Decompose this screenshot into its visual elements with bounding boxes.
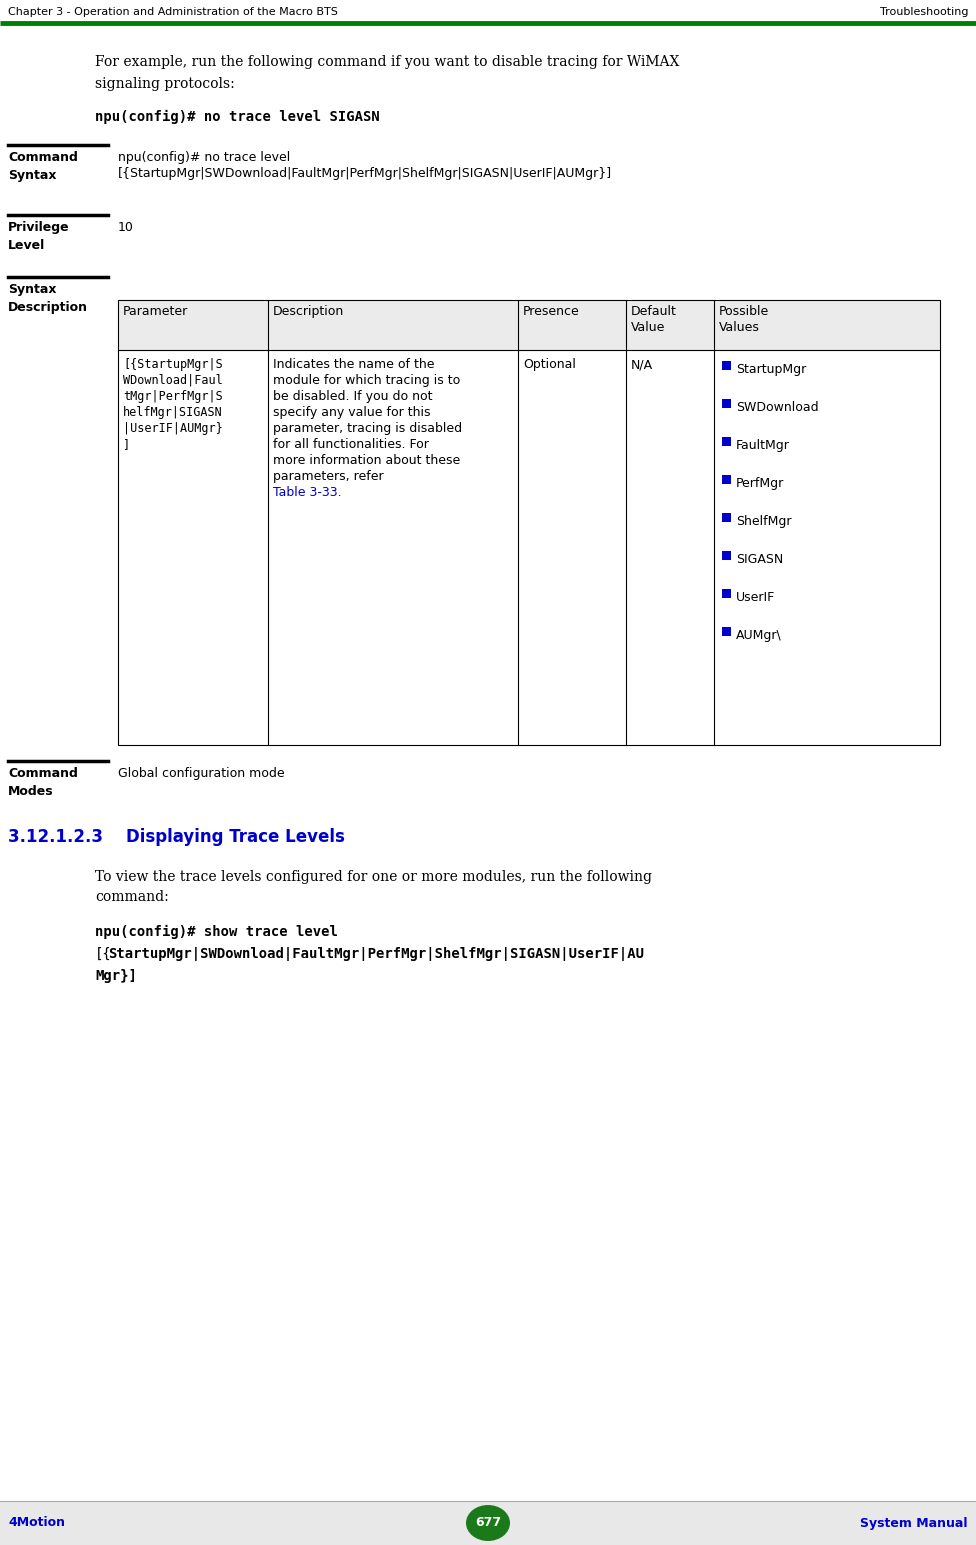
Text: FaultMgr: FaultMgr — [736, 439, 790, 453]
Text: Command
Modes: Command Modes — [8, 766, 78, 799]
Text: command:: command: — [95, 890, 169, 904]
Text: Mgr}]: Mgr}] — [95, 969, 137, 983]
Text: SIGASN: SIGASN — [736, 553, 784, 565]
Text: signaling protocols:: signaling protocols: — [95, 77, 235, 91]
Bar — [722, 362, 731, 369]
Text: for all functionalities. For: for all functionalities. For — [273, 437, 428, 451]
Text: module for which tracing is to: module for which tracing is to — [273, 374, 461, 386]
Text: [{StartupMgr|S: [{StartupMgr|S — [123, 358, 223, 371]
Bar — [722, 474, 731, 484]
Text: PerfMgr: PerfMgr — [736, 477, 785, 490]
Text: ]: ] — [123, 437, 130, 451]
Text: StartupMgr|SWDownload|FaultMgr|PerfMgr|ShelfMgr|SIGASN|UserIF|AU: StartupMgr|SWDownload|FaultMgr|PerfMgr|S… — [108, 947, 644, 961]
Text: Presence: Presence — [523, 304, 580, 318]
Text: |UserIF|AUMgr}: |UserIF|AUMgr} — [123, 422, 223, 436]
Text: helfMgr|SIGASN: helfMgr|SIGASN — [123, 406, 223, 419]
Text: tMgr|PerfMgr|S: tMgr|PerfMgr|S — [123, 389, 223, 403]
Text: 10: 10 — [118, 221, 134, 233]
Text: Indicates the name of the: Indicates the name of the — [273, 358, 434, 371]
Text: StartupMgr: StartupMgr — [736, 363, 806, 375]
Text: Parameter: Parameter — [123, 304, 188, 318]
Text: SWDownload: SWDownload — [736, 402, 819, 414]
Bar — [118, 300, 940, 351]
Bar — [722, 589, 731, 598]
Text: Troubleshooting: Troubleshooting — [879, 8, 968, 17]
Text: specify any value for this: specify any value for this — [273, 406, 430, 419]
Text: To view the trace levels configured for one or more modules, run the following: To view the trace levels configured for … — [95, 870, 652, 884]
Ellipse shape — [466, 1505, 510, 1540]
Text: npu(config)# show trace level: npu(config)# show trace level — [95, 925, 338, 939]
Text: UserIF: UserIF — [736, 592, 775, 604]
Text: ShelfMgr: ShelfMgr — [736, 514, 792, 528]
Text: npu(config)# no trace level SIGASN: npu(config)# no trace level SIGASN — [95, 110, 380, 124]
Text: N/A: N/A — [631, 358, 653, 371]
Text: Global configuration mode: Global configuration mode — [118, 766, 285, 780]
Text: more information about these: more information about these — [273, 454, 461, 467]
Text: [{StartupMgr|SWDownload|FaultMgr|PerfMgr|ShelfMgr|SIGASN|UserIF|AUMgr}]: [{StartupMgr|SWDownload|FaultMgr|PerfMgr… — [118, 167, 612, 181]
Text: Optional: Optional — [523, 358, 576, 371]
Bar — [722, 399, 731, 408]
Text: 3.12.1.2.3    Displaying Trace Levels: 3.12.1.2.3 Displaying Trace Levels — [8, 828, 345, 847]
Text: AUMgr\: AUMgr\ — [736, 629, 782, 643]
Text: Possible
Values: Possible Values — [719, 304, 769, 334]
Text: be disabled. If you do not: be disabled. If you do not — [273, 389, 432, 403]
Bar — [0, 1502, 976, 1545]
Bar — [722, 437, 731, 447]
Text: Command
Syntax: Command Syntax — [8, 151, 78, 182]
Text: For example, run the following command if you want to disable tracing for WiMAX: For example, run the following command i… — [95, 56, 679, 70]
Text: Chapter 3 - Operation and Administration of the Macro BTS: Chapter 3 - Operation and Administration… — [8, 8, 338, 17]
Text: [{: [{ — [95, 947, 111, 961]
Text: Privilege
Level: Privilege Level — [8, 221, 69, 252]
Bar — [722, 627, 731, 637]
Text: 4Motion: 4Motion — [8, 1517, 65, 1530]
Text: Table 3-33.: Table 3-33. — [273, 487, 342, 499]
Bar — [722, 552, 731, 559]
Text: Default
Value: Default Value — [631, 304, 677, 334]
Text: WDownload|Faul: WDownload|Faul — [123, 374, 223, 386]
Text: Description: Description — [273, 304, 345, 318]
Text: System Manual: System Manual — [861, 1517, 968, 1530]
Text: parameter, tracing is disabled: parameter, tracing is disabled — [273, 422, 462, 436]
Bar — [118, 300, 940, 745]
Text: 677: 677 — [475, 1517, 501, 1530]
Bar — [722, 513, 731, 522]
Text: npu(config)# no trace level: npu(config)# no trace level — [118, 151, 290, 164]
Text: Syntax
Description: Syntax Description — [8, 283, 88, 314]
Text: parameters, refer: parameters, refer — [273, 470, 384, 484]
